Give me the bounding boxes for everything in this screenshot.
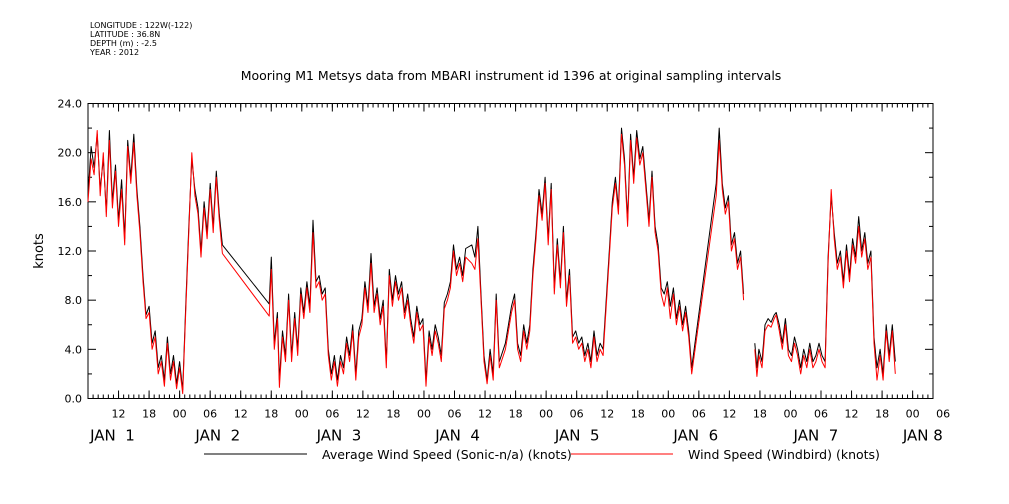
legend-label-average-wind: Average Wind Speed (Sonic-n/a) (knots) (322, 447, 572, 462)
y-tick-label: 4.0 (65, 343, 83, 356)
x-date-label: JAN 4 (434, 427, 480, 445)
plot-frame (87, 103, 934, 399)
x-hour-label: 18 (264, 408, 278, 421)
x-hour-label: 06 (692, 408, 706, 421)
x-hour-label: 18 (509, 408, 523, 421)
x-hour-label: 00 (417, 408, 431, 421)
metadata-block: LONGITUDE : 122W(-122) LATITUDE : 36.8N … (90, 21, 192, 57)
x-hour-label: 00 (906, 408, 920, 421)
y-tick-label: 12.0 (58, 245, 83, 258)
x-hour-label: 06 (325, 408, 339, 421)
x-date-label: JAN 6 (672, 427, 718, 445)
x-hour-label: 00 (783, 408, 797, 421)
x-hour-label: 12 (722, 408, 736, 421)
y-tick-label: 16.0 (58, 196, 83, 209)
year-label: YEAR : 2012 (90, 48, 140, 57)
x-hour-label: 12 (234, 408, 248, 421)
x-date-label: JAN 5 (554, 427, 600, 445)
longitude-label: LONGITUDE : 122W(-122) (90, 21, 193, 30)
depth-label: DEPTH (m) : -2.5 (90, 39, 157, 48)
x-date-label: JAN 2 (194, 427, 240, 445)
chart-title: Mooring M1 Metsys data from MBARI instru… (241, 68, 782, 83)
x-hour-label: 18 (631, 408, 645, 421)
x-date-label: JAN 8 (902, 427, 943, 445)
x-hour-label: 12 (478, 408, 492, 421)
x-hour-label: 18 (875, 408, 889, 421)
x-hour-label: 06 (448, 408, 462, 421)
series-windbird-line-seg-1 (221, 133, 745, 388)
x-date-label: JAN 3 (316, 427, 362, 445)
x-date-label: JAN 7 (793, 427, 839, 445)
x-hour-label: 18 (753, 408, 767, 421)
x-hour-label: 12 (845, 408, 859, 421)
latitude-label: LATITUDE : 36.8N (90, 30, 161, 39)
x-hour-label: 00 (295, 408, 309, 421)
x-hour-label: 00 (173, 408, 187, 421)
x-hour-label: 06 (203, 408, 217, 421)
y-tick-label: 20.0 (58, 147, 83, 160)
x-hour-label: 12 (356, 408, 370, 421)
y-tick-label: 8.0 (65, 294, 83, 307)
x-hour-label: 00 (539, 408, 553, 421)
series-windbird-line-seg-2 (754, 189, 896, 381)
x-hour-label: 00 (661, 408, 675, 421)
x-hour-label: 12 (600, 408, 614, 421)
x-hour-label: 06 (814, 408, 828, 421)
x-hour-label: 06 (936, 408, 950, 421)
series-average-wind-line-seg-1 (222, 127, 745, 381)
x-hour-label: 18 (386, 408, 400, 421)
x-hour-label: 06 (570, 408, 584, 421)
y-axis-label: knots (32, 233, 47, 269)
x-date-label: JAN 1 (89, 427, 135, 445)
series-windbird-line-seg-0 (87, 130, 223, 395)
y-tick-label: 0.0 (65, 393, 83, 406)
x-hour-label: 18 (142, 408, 156, 421)
y-tick-label: 24.0 (58, 98, 83, 111)
x-hour-label: 12 (112, 408, 126, 421)
legend-label-windbird: Wind Speed (Windbird) (knots) (688, 447, 880, 462)
